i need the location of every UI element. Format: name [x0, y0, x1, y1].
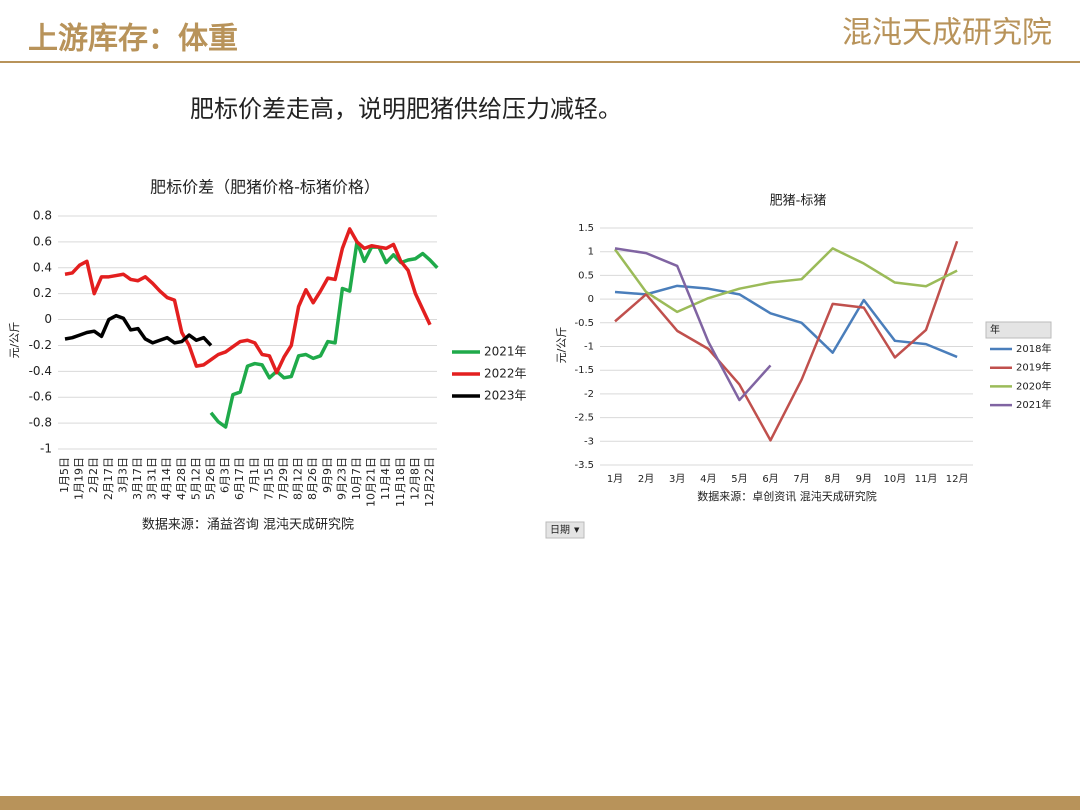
y-axis-label: 元/公斤: [555, 327, 568, 364]
x-tick-label: 11月: [915, 473, 938, 485]
filter-arrow: ▼: [574, 526, 580, 534]
x-tick-label: 6月17日: [233, 457, 246, 500]
x-tick-label: 2月: [638, 473, 654, 485]
x-tick-label: 12月: [946, 473, 969, 485]
x-tick-label: 4月14日: [160, 457, 173, 500]
x-tick-label: 5月26日: [204, 457, 217, 500]
x-tick-label: 3月3日: [116, 457, 129, 493]
x-tick-label: 3月17日: [131, 457, 144, 500]
legend-label: 2018年: [1016, 342, 1051, 355]
y-tick-label: -1: [40, 442, 52, 456]
slide-title: 上游库存：体重: [28, 22, 238, 57]
series-line: [614, 284, 958, 359]
y-tick-label: 0: [588, 294, 594, 305]
x-tick-label: 3月31日: [146, 457, 159, 500]
y-tick-label: -0.2: [29, 338, 52, 352]
x-tick-label: 11月4日: [379, 457, 392, 500]
legend-label: 2022年: [484, 367, 527, 381]
x-tick-label: 6月3日: [219, 457, 232, 493]
x-tick-label: 12月8日: [408, 457, 421, 500]
y-tick-label: 0: [44, 312, 52, 326]
x-tick-label: 2月2日: [87, 457, 100, 493]
y-tick-label: -1: [584, 342, 594, 353]
y-tick-label: 1.5: [578, 223, 594, 234]
y-tick-label: -2.5: [574, 413, 594, 424]
series-line: [613, 247, 958, 314]
y-tick-label: 0.4: [33, 260, 52, 274]
legend-label: 2019年: [1016, 361, 1051, 374]
y-axis-label: 元/公斤: [8, 322, 21, 359]
x-tick-label: 10月7日: [350, 457, 363, 500]
x-tick-label: 6月: [762, 473, 778, 485]
x-tick-label: 8月: [825, 473, 841, 485]
x-tick-label: 2月17日: [102, 457, 115, 500]
x-tick-label: 1月: [607, 473, 623, 485]
x-tick-label: 8月12日: [292, 457, 305, 500]
legend-label: 2021年: [484, 345, 527, 359]
y-tick-label: 0.5: [578, 270, 594, 281]
y-tick-label: 0.2: [33, 286, 52, 300]
y-tick-label: -0.4: [29, 364, 52, 378]
x-tick-label: 7月1日: [248, 457, 261, 493]
x-tick-label: 9月23日: [335, 457, 348, 500]
series-line: [614, 247, 772, 402]
x-tick-label: 7月: [793, 473, 809, 485]
x-tick-label: 1月19日: [73, 457, 86, 500]
x-tick-label: 9月9日: [321, 457, 334, 493]
series-line: [209, 240, 439, 429]
x-tick-label: 4月: [700, 473, 716, 485]
x-tick-label: 8月26日: [306, 457, 319, 500]
x-tick-label: 5月: [731, 473, 747, 485]
y-tick-label: 1: [588, 247, 594, 258]
footer-bar: [0, 796, 1080, 810]
x-tick-label: 7月29日: [277, 457, 290, 500]
legend-title: 年: [990, 323, 1000, 336]
x-tick-label: 7月15日: [262, 457, 275, 500]
y-tick-label: 0.6: [33, 234, 52, 248]
x-tick-label: 9月: [856, 473, 872, 485]
x-tick-label: 1月5日: [58, 457, 71, 493]
filter-button[interactable]: [545, 521, 585, 539]
y-tick-label: -3: [584, 436, 594, 447]
source-note: 数据来源：涌益咨询 混沌天成研究院: [142, 518, 354, 533]
logo: 混沌天成研究院: [842, 16, 1052, 51]
legend-label: 2020年: [1016, 379, 1051, 392]
x-tick-label: 11月18日: [394, 457, 407, 507]
x-tick-label: 5月12日: [189, 457, 202, 500]
y-tick-label: -2: [584, 389, 594, 400]
y-tick-label: -3.5: [574, 460, 594, 471]
x-tick-label: 3月: [669, 473, 685, 485]
legend-label: 2023年: [484, 389, 527, 403]
y-tick-label: -0.5: [574, 318, 594, 329]
y-tick-label: -0.8: [29, 416, 52, 430]
series-line: [64, 313, 213, 347]
source-note: 数据来源：卓创资讯 混沌天成研究院: [697, 489, 877, 503]
x-tick-label: 4月28日: [175, 457, 188, 500]
chart-title: 肥标价差（肥猪价格-标猪价格）: [150, 178, 380, 197]
x-tick-label: 12月22日: [423, 457, 436, 507]
legend-header[interactable]: [985, 321, 1052, 339]
x-tick-label: 10月: [884, 473, 907, 485]
filter-label: 日期: [550, 524, 570, 536]
y-tick-label: -0.6: [29, 390, 52, 404]
series-line: [64, 227, 432, 375]
x-tick-label: 10月21日: [365, 457, 378, 507]
headline: 肥标价差走高，说明肥猪供给压力减轻。: [190, 95, 622, 123]
y-tick-label: -1.5: [574, 365, 594, 376]
y-tick-label: 0.8: [33, 209, 52, 223]
chart-title: 肥猪-标猪: [770, 194, 827, 209]
series-line: [614, 240, 959, 442]
legend-label: 2021年: [1016, 398, 1051, 411]
